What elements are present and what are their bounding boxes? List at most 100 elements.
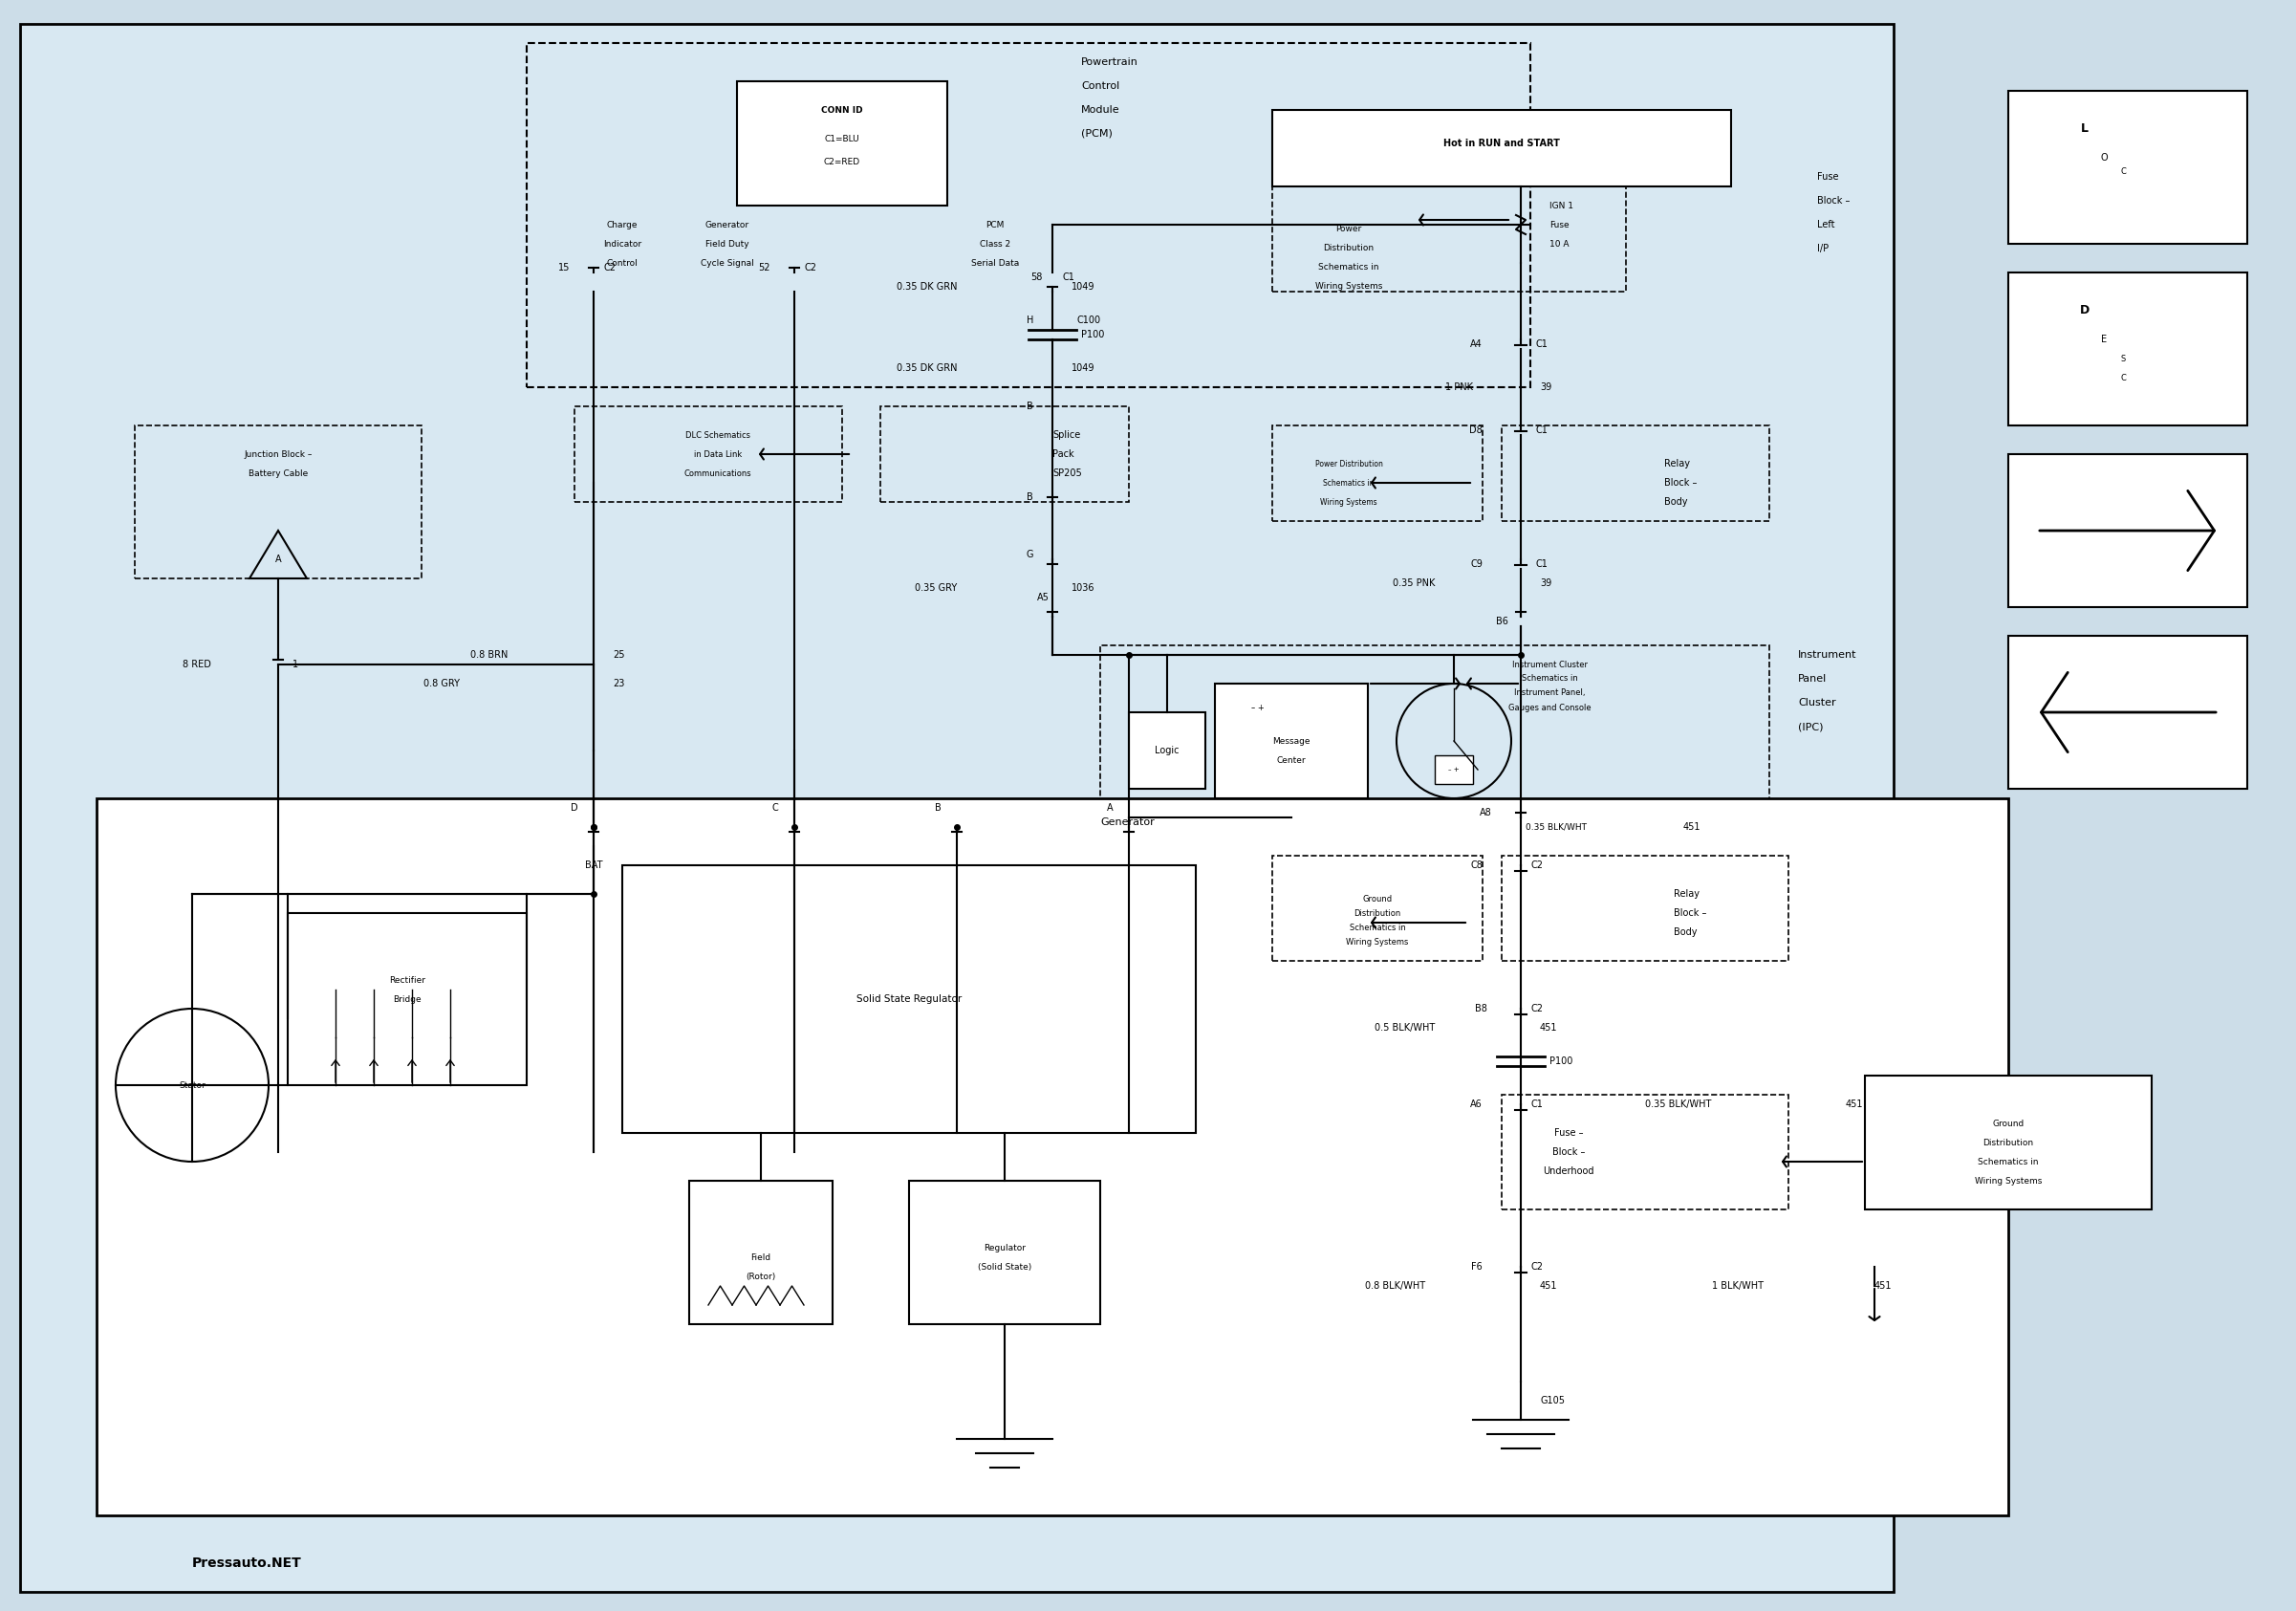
Text: 1036: 1036 bbox=[1072, 583, 1095, 593]
Text: 1 BLK/WHT: 1 BLK/WHT bbox=[1713, 1281, 1763, 1290]
Text: A8: A8 bbox=[1481, 807, 1492, 817]
Text: C2=RED: C2=RED bbox=[824, 158, 861, 168]
Bar bbox=[1100, 646, 1770, 817]
Text: 1049: 1049 bbox=[1072, 364, 1095, 372]
Text: Schematics in: Schematics in bbox=[1350, 923, 1405, 931]
Text: Gauges and Console: Gauges and Console bbox=[1508, 702, 1591, 712]
Text: Wiring Systems: Wiring Systems bbox=[1320, 498, 1378, 506]
Text: Center: Center bbox=[1277, 756, 1306, 764]
Text: 10 A: 10 A bbox=[1550, 240, 1568, 248]
Text: I/P: I/P bbox=[1816, 243, 1828, 253]
Text: Serial Data: Serial Data bbox=[971, 259, 1019, 267]
Bar bbox=[1130, 712, 1205, 789]
Bar bbox=[879, 406, 1130, 503]
Text: B6: B6 bbox=[1495, 617, 1508, 627]
Bar bbox=[1435, 756, 1474, 785]
Text: D8: D8 bbox=[1469, 425, 1483, 435]
Text: Schematics in: Schematics in bbox=[1977, 1157, 2039, 1166]
Text: in Data Link: in Data Link bbox=[693, 449, 742, 459]
Text: Field: Field bbox=[751, 1253, 771, 1261]
Text: P100: P100 bbox=[1081, 330, 1104, 340]
Text: Junction Block –: Junction Block – bbox=[243, 449, 312, 459]
Text: Control: Control bbox=[606, 259, 638, 267]
Text: Logic: Logic bbox=[1155, 746, 1180, 756]
Text: 58: 58 bbox=[1031, 272, 1042, 282]
Text: – +: – + bbox=[1449, 767, 1460, 773]
Text: PCM: PCM bbox=[985, 221, 1003, 229]
Text: Hot in RUN and START: Hot in RUN and START bbox=[1444, 139, 1559, 148]
Text: 15: 15 bbox=[558, 263, 569, 272]
Text: C: C bbox=[771, 804, 778, 812]
Text: P100: P100 bbox=[1550, 1057, 1573, 1066]
Bar bbox=[135, 425, 422, 578]
Text: Rectifier: Rectifier bbox=[388, 976, 425, 984]
Text: D: D bbox=[572, 804, 579, 812]
Text: C1: C1 bbox=[1536, 559, 1548, 569]
Text: E: E bbox=[2101, 335, 2108, 345]
Text: Field Duty: Field Duty bbox=[705, 240, 748, 248]
Text: Battery Cable: Battery Cable bbox=[248, 469, 308, 477]
Text: 0.35 DK GRN: 0.35 DK GRN bbox=[895, 364, 957, 372]
Text: 25: 25 bbox=[613, 651, 625, 659]
Text: Underhood: Underhood bbox=[1543, 1166, 1593, 1176]
Text: Fuse: Fuse bbox=[1550, 221, 1568, 229]
Bar bbox=[2009, 454, 2248, 607]
Bar bbox=[1272, 425, 1483, 520]
Text: 451: 451 bbox=[1874, 1281, 1892, 1290]
Text: Schematics in: Schematics in bbox=[1322, 478, 1375, 487]
Text: 0.8 BLK/WHT: 0.8 BLK/WHT bbox=[1364, 1281, 1426, 1290]
Text: Cycle Signal: Cycle Signal bbox=[700, 259, 753, 267]
Text: C1=BLU: C1=BLU bbox=[824, 134, 859, 143]
Text: Bridge: Bridge bbox=[393, 996, 422, 1004]
Text: (IPC): (IPC) bbox=[1798, 722, 1823, 731]
Text: Instrument: Instrument bbox=[1798, 651, 1857, 659]
Text: 39: 39 bbox=[1541, 382, 1552, 391]
Text: Ground: Ground bbox=[1993, 1120, 2025, 1128]
Bar bbox=[622, 865, 1196, 1133]
Text: Power: Power bbox=[1336, 226, 1362, 234]
Bar bbox=[689, 1181, 833, 1324]
Text: A6: A6 bbox=[1469, 1099, 1483, 1108]
Text: Schematics in: Schematics in bbox=[1522, 675, 1577, 683]
Text: Distribution: Distribution bbox=[1322, 245, 1373, 253]
Text: Pack: Pack bbox=[1052, 449, 1075, 459]
Text: 8 RED: 8 RED bbox=[184, 659, 211, 669]
Text: Cluster: Cluster bbox=[1798, 698, 1837, 707]
Text: 52: 52 bbox=[758, 263, 771, 272]
Text: CONN ID: CONN ID bbox=[822, 106, 863, 114]
Text: 451: 451 bbox=[1846, 1099, 1864, 1108]
Text: Block –: Block – bbox=[1665, 478, 1697, 488]
Text: C2: C2 bbox=[1531, 860, 1543, 870]
Text: 1 PNK: 1 PNK bbox=[1444, 382, 1474, 391]
Text: Block –: Block – bbox=[1552, 1147, 1584, 1157]
Bar bbox=[1215, 683, 1368, 799]
Text: – +: – + bbox=[1251, 702, 1265, 712]
Bar bbox=[1864, 1076, 2151, 1210]
Text: SP205: SP205 bbox=[1052, 469, 1081, 478]
Bar bbox=[737, 81, 948, 206]
Bar bbox=[287, 913, 526, 1086]
Text: IGN 1: IGN 1 bbox=[1550, 201, 1573, 209]
Text: Panel: Panel bbox=[1798, 673, 1828, 683]
Text: 0.35 PNK: 0.35 PNK bbox=[1391, 578, 1435, 588]
Bar bbox=[1502, 1095, 1789, 1210]
Text: Body: Body bbox=[1665, 498, 1688, 507]
Text: C9: C9 bbox=[1469, 559, 1483, 569]
Text: Charge: Charge bbox=[606, 221, 638, 229]
Text: Stator: Stator bbox=[179, 1081, 204, 1089]
Text: C1: C1 bbox=[1536, 425, 1548, 435]
Text: Wiring Systems: Wiring Systems bbox=[1316, 282, 1382, 292]
Text: Indicator: Indicator bbox=[604, 240, 641, 248]
Text: B: B bbox=[934, 804, 941, 812]
Text: (PCM): (PCM) bbox=[1081, 129, 1114, 139]
Text: A: A bbox=[1107, 804, 1114, 812]
Text: Body: Body bbox=[1674, 928, 1697, 938]
Text: Splice: Splice bbox=[1052, 430, 1081, 440]
Text: 451: 451 bbox=[1541, 1023, 1557, 1033]
Text: F6: F6 bbox=[1472, 1261, 1483, 1271]
Text: Generator: Generator bbox=[1100, 817, 1155, 826]
Bar bbox=[574, 406, 843, 503]
Text: C1: C1 bbox=[1531, 1099, 1543, 1108]
Bar bbox=[1502, 425, 1770, 520]
Text: C2: C2 bbox=[1531, 1004, 1543, 1013]
